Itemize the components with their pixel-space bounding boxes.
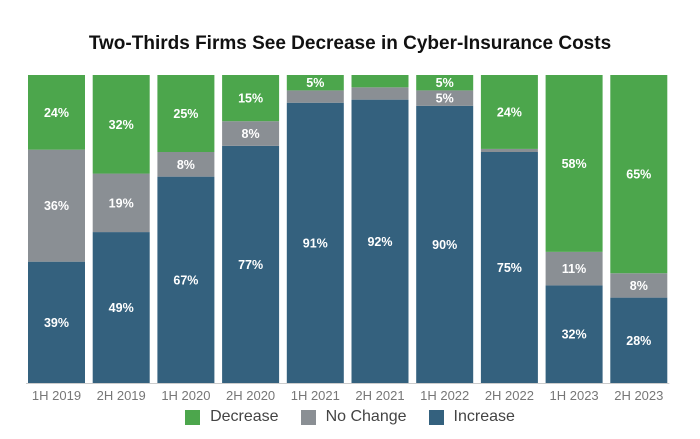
- data-label: 49%: [109, 301, 134, 315]
- bar-segment-increase: [545, 285, 603, 383]
- data-label: 90%: [432, 238, 457, 252]
- bar-segment-increase: [286, 102, 344, 383]
- x-tick-label: 1H 2022: [420, 388, 469, 403]
- data-label: 5%: [436, 92, 454, 106]
- data-label: 8%: [630, 279, 648, 293]
- bar-segment-decrease: [480, 75, 538, 149]
- x-tick-label: 2H 2023: [614, 388, 663, 403]
- bar-segment-increase: [610, 297, 668, 383]
- bar-segment-no-change: [545, 251, 603, 286]
- legend-item-no-change[interactable]: No Change: [300, 408, 407, 426]
- bar-segment-increase: [28, 261, 85, 383]
- data-label: 92%: [367, 235, 392, 249]
- data-label: 58%: [562, 157, 587, 171]
- data-label: 32%: [562, 328, 587, 342]
- bar-segment-increase: [157, 176, 215, 383]
- legend-label: Increase: [453, 408, 515, 425]
- x-tick-label: 2H 2020: [226, 388, 275, 403]
- bar-segment-decrease: [92, 75, 150, 174]
- legend-item-decrease[interactable]: Decrease: [185, 408, 279, 426]
- legend-label: No Change: [325, 408, 407, 425]
- data-label: 39%: [44, 316, 69, 330]
- bar-segment-decrease: [157, 75, 215, 152]
- bar-segment-increase: [92, 232, 150, 383]
- bar-segment-decrease: [28, 75, 85, 150]
- legend: Decrease No Change Increase: [0, 408, 700, 426]
- bar-segment-decrease: [610, 75, 668, 274]
- legend-item-increase[interactable]: Increase: [428, 408, 515, 426]
- legend-swatch: [185, 409, 201, 425]
- bar-segment-decrease: [351, 75, 409, 88]
- data-label: 24%: [44, 106, 69, 120]
- bar-segment-increase: [416, 105, 474, 384]
- bar-segment-increase: [222, 145, 280, 383]
- bar-segment-decrease: [286, 75, 344, 91]
- data-label: 15%: [238, 92, 263, 106]
- bar-segment-no-change: [480, 148, 538, 152]
- data-label: 32%: [109, 118, 134, 132]
- data-label: 11%: [562, 262, 586, 276]
- bar-segment-no-change: [157, 152, 215, 177]
- data-label: 8%: [242, 127, 260, 141]
- bar-segment-no-change: [351, 87, 409, 100]
- data-label: 5%: [436, 76, 454, 90]
- data-label: 36%: [44, 199, 69, 213]
- data-label: 65%: [626, 168, 651, 182]
- data-label: 28%: [626, 334, 651, 348]
- legend-label: Decrease: [210, 408, 279, 425]
- bar-segment-decrease: [545, 75, 603, 252]
- bar-segment-no-change: [28, 149, 85, 262]
- chart-title: Two-Thirds Firms See Decrease in Cyber-I…: [88, 33, 612, 54]
- data-label: 75%: [497, 261, 522, 275]
- bar-segment-decrease: [416, 75, 474, 91]
- legend-swatch: [428, 409, 444, 425]
- bar-segment-no-change: [92, 173, 150, 233]
- data-label: 25%: [173, 107, 198, 121]
- data-label: 8%: [177, 158, 195, 172]
- bar-segment-no-change: [222, 121, 280, 146]
- data-label: 19%: [109, 196, 134, 210]
- x-tick-label: 1H 2021: [291, 388, 340, 403]
- bar-segment-no-change: [286, 90, 344, 103]
- x-tick-label: 2H 2019: [97, 388, 146, 403]
- x-tick-label: 2H 2021: [355, 388, 404, 403]
- x-tick-label: 2H 2022: [485, 388, 534, 403]
- data-label: 77%: [238, 258, 263, 272]
- x-tick-label: 1H 2023: [550, 388, 599, 403]
- data-label: 91%: [303, 236, 328, 250]
- data-label: 67%: [173, 273, 198, 287]
- data-label: 24%: [497, 105, 522, 119]
- bar-segment-increase: [351, 99, 409, 383]
- x-tick-label: 1H 2019: [32, 388, 81, 403]
- x-tick-label: 1H 2020: [161, 388, 210, 403]
- bar-segment-decrease: [222, 75, 280, 122]
- bar-segment-no-change: [610, 273, 668, 298]
- bar-segment-increase: [480, 152, 538, 383]
- data-label: 5%: [306, 76, 324, 90]
- bar-segment-no-change: [416, 90, 474, 106]
- legend-swatch: [300, 409, 316, 425]
